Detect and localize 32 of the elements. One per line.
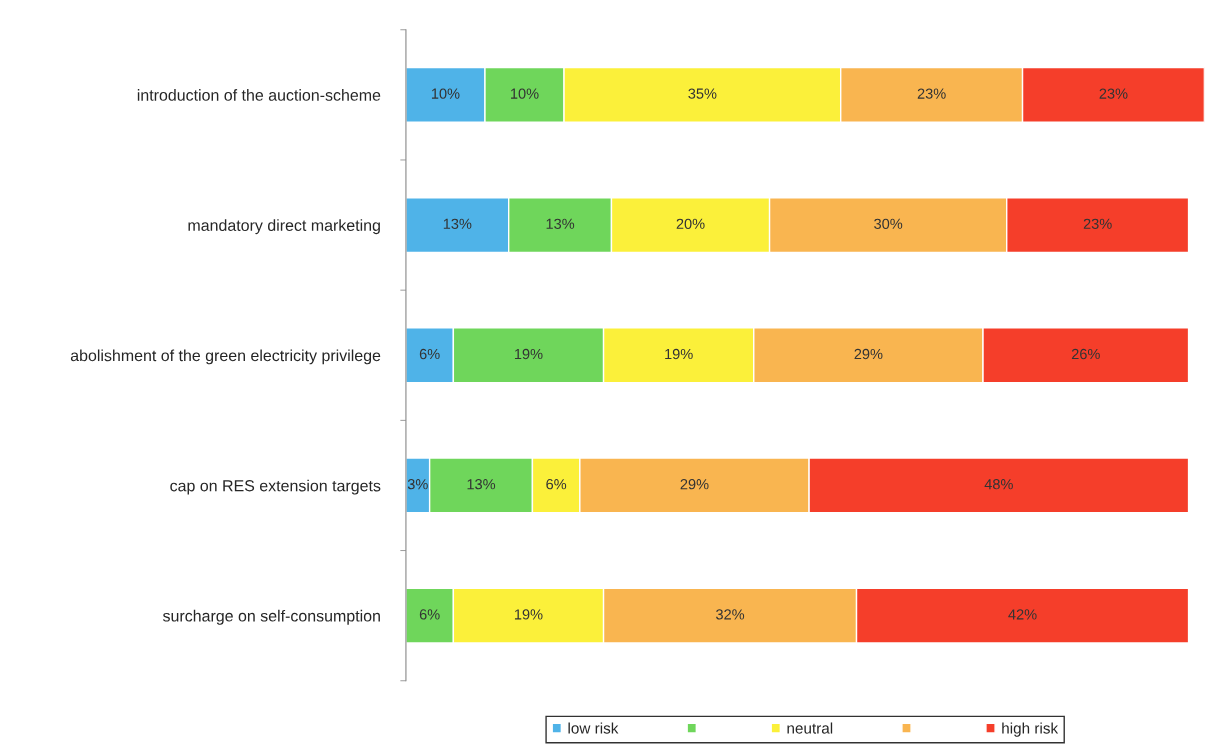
y-tick-label: cap on RES extension targets	[170, 479, 381, 495]
data-label: 19%	[514, 348, 543, 360]
data-label: 6%	[419, 348, 440, 360]
data-label: 23%	[1083, 218, 1112, 229]
data-label: 23%	[1099, 88, 1128, 99]
data-label: 6%	[419, 609, 440, 620]
y-tick-label: introduction of the auction-scheme	[137, 89, 381, 101]
data-label: 19%	[665, 348, 693, 360]
data-label: 29%	[680, 479, 709, 490]
data-label: 10%	[431, 88, 460, 99]
y-tick-label: abolishment of the green electricity privilege	[70, 349, 381, 365]
data-label: 30%	[874, 218, 903, 229]
data-label: 42%	[1008, 609, 1037, 620]
data-label: 13%	[443, 218, 472, 229]
data-label: 6%	[546, 479, 567, 490]
data-label: 35%	[688, 88, 717, 99]
data-label: 19%	[514, 609, 543, 620]
data-label: 23%	[917, 88, 946, 99]
legend-label: high risk	[1002, 722, 1059, 737]
data-label: 32%	[716, 609, 745, 620]
y-tick-label: surcharge on self-consumption	[162, 609, 380, 625]
data-label: 13%	[546, 218, 575, 229]
legend-label: neutral	[787, 722, 833, 734]
data-label: 3%	[407, 479, 428, 490]
legend-label: low risk	[568, 722, 619, 734]
data-label: 20%	[676, 218, 705, 229]
data-label: 13%	[467, 479, 496, 490]
data-label: 10%	[511, 88, 539, 99]
data-label: 26%	[1071, 348, 1100, 360]
data-label: 48%	[984, 479, 1013, 490]
y-tick-label: mandatory direct marketing	[188, 219, 380, 235]
data-label: 29%	[854, 348, 883, 360]
